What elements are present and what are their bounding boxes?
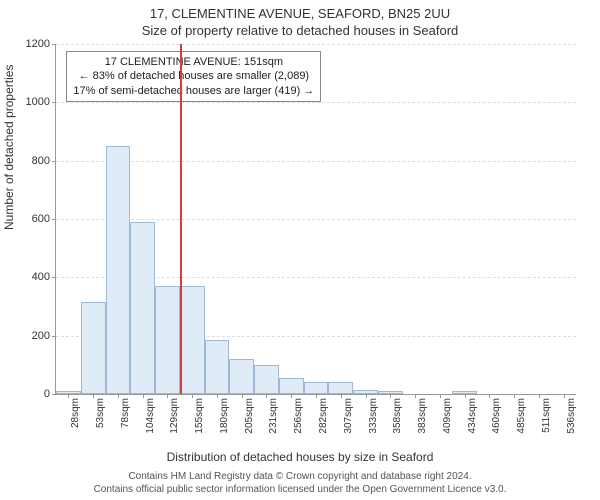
xtick-label: 180sqm [219,398,230,434]
footer-line1: Contains HM Land Registry data © Crown c… [0,470,600,483]
ytick-mark [52,44,56,45]
xtick-label: 231sqm [268,398,279,434]
ytick-label: 800 [32,155,50,167]
xtick-mark [366,394,367,398]
xtick-mark [539,394,540,398]
xtick-mark [514,394,515,398]
xtick-label: 104sqm [145,398,156,434]
annotation-line2: ← 83% of detached houses are smaller (2,… [73,69,314,83]
xtick-label: 53sqm [95,398,106,428]
xtick-label: 129sqm [169,398,180,434]
xtick-mark [341,394,342,398]
histogram-bar [279,378,304,394]
xtick-label: 155sqm [194,398,205,434]
xtick-label: 28sqm [70,398,81,428]
footer: Contains HM Land Registry data © Crown c… [0,470,600,496]
y-axis-label: Number of detached properties [2,65,16,230]
histogram-bar [155,286,180,394]
x-axis-label: Distribution of detached houses by size … [0,450,600,464]
ytick-mark [52,102,56,103]
xtick-mark [143,394,144,398]
histogram-bar [229,359,254,394]
histogram-bar [106,146,131,394]
xtick-mark [564,394,565,398]
xtick-label: 409sqm [442,398,453,434]
xtick-mark [465,394,466,398]
xtick-label: 282sqm [318,398,329,434]
histogram-bar [205,340,230,394]
xtick-label: 434sqm [467,398,478,434]
ytick-label: 200 [32,330,50,342]
chart-container: 17, CLEMENTINE AVENUE, SEAFORD, BN25 2UU… [0,0,600,500]
gridline-h [56,219,576,220]
histogram-bar [328,382,353,394]
xtick-mark [217,394,218,398]
xtick-mark [440,394,441,398]
xtick-label: 383sqm [417,398,428,434]
gridline-h [56,44,576,45]
ytick-mark [52,336,56,337]
ytick-label: 400 [32,271,50,283]
marker-line [180,44,182,394]
annotation-line1: 17 CLEMENTINE AVENUE: 151sqm [73,55,314,69]
xtick-label: 511sqm [541,398,552,433]
xtick-mark [316,394,317,398]
ytick-label: 0 [44,388,50,400]
title-line1: 17, CLEMENTINE AVENUE, SEAFORD, BN25 2UU [0,0,600,21]
xtick-label: 256sqm [293,398,304,434]
xtick-mark [242,394,243,398]
ytick-label: 600 [32,213,50,225]
xtick-label: 460sqm [491,398,502,434]
title-line2: Size of property relative to detached ho… [0,21,600,38]
ytick-mark [52,161,56,162]
xtick-label: 307sqm [343,398,354,434]
xtick-label: 333sqm [368,398,379,434]
footer-line2: Contains official public sector informat… [0,483,600,496]
histogram-bar [180,286,205,394]
xtick-label: 358sqm [392,398,403,434]
gridline-h [56,161,576,162]
xtick-mark [118,394,119,398]
histogram-bar [130,222,155,394]
histogram-bar [304,382,329,394]
xtick-mark [415,394,416,398]
plot-area: 17 CLEMENTINE AVENUE: 151sqm ← 83% of de… [55,44,576,395]
ytick-mark [52,219,56,220]
gridline-h [56,102,576,103]
annotation-box: 17 CLEMENTINE AVENUE: 151sqm ← 83% of de… [66,51,321,102]
xtick-label: 205sqm [244,398,255,434]
xtick-mark [93,394,94,398]
ytick-label: 1000 [26,96,50,108]
xtick-label: 485sqm [516,398,527,434]
ytick-mark [52,394,56,395]
ytick-label: 1200 [26,38,50,50]
annotation-line3: 17% of semi-detached houses are larger (… [73,84,314,98]
ytick-mark [52,277,56,278]
histogram-bar [254,365,279,394]
xtick-label: 78sqm [120,398,131,428]
histogram-bar [81,302,106,394]
xtick-label: 536sqm [566,398,577,434]
